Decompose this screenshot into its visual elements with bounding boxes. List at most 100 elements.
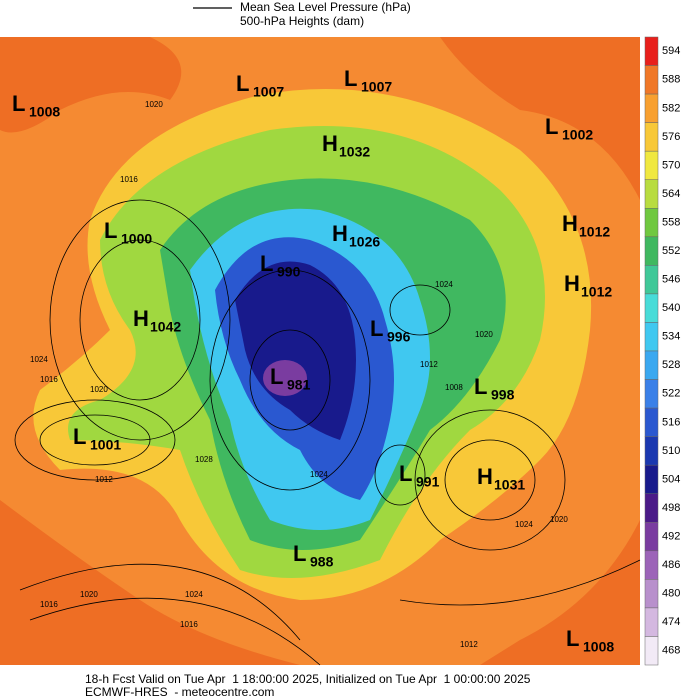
colorbar-box [644,322,659,352]
colorbar-box [644,407,659,437]
colorbar-box [644,93,659,123]
colorbar-box [644,122,659,152]
colorbar-box [644,436,659,466]
colorbar-label: 570 [662,159,680,171]
isobar-label: 1016 [40,600,58,609]
center-pressure: 1042 [150,319,181,335]
colorbar-label: 558 [662,216,680,228]
center-pressure: 991 [416,474,440,490]
isobar-label: 1020 [90,385,108,394]
isobar-label: 1016 [180,620,198,629]
colorbar-label: 486 [662,559,680,571]
colorbar-box [644,550,659,580]
center-pressure: 1026 [349,234,380,250]
colorbar-label: 528 [662,359,680,371]
center-pressure: 1007 [253,84,284,100]
isobar-label: 1020 [475,330,493,339]
center-pressure: 981 [287,377,311,393]
colorbar-box [644,150,659,180]
colorbar-label: 534 [662,331,680,343]
center-type: L [293,541,306,566]
colorbar-box [644,522,659,552]
colorbar-box [644,607,659,637]
center-type: L [260,251,273,276]
center-pressure: 996 [387,329,411,345]
purple-core [263,360,307,396]
isobar-label: 1016 [40,375,58,384]
footer-line: 18-h Fcst Valid on Tue Apr 1 18:00:00 20… [85,672,531,686]
colorbar-box [644,293,659,323]
colorbar-label: 588 [662,74,680,86]
isobar-label: 1024 [435,280,453,289]
isobar-label: 1024 [515,520,533,529]
colorbar-label: 474 [662,616,680,628]
center-type: H [332,221,348,246]
center-type: L [370,316,383,341]
center-pressure: 998 [491,387,515,403]
center-pressure: 1008 [583,639,614,655]
colorbar-box [644,208,659,238]
colorbar-label: 480 [662,588,680,600]
colorbar-label: 576 [662,131,680,143]
colorbar-box [644,236,659,266]
isobar-label: 1012 [420,360,438,369]
colorbar-box [644,579,659,609]
colorbar-box [644,179,659,209]
center-pressure: 988 [310,554,334,570]
colorbar-label: 492 [662,530,680,542]
center-pressure: 1012 [581,284,612,300]
center-pressure: 1000 [121,231,152,247]
colorbar-label: 504 [662,473,680,485]
center-type: H [133,306,149,331]
isobar-label: 1016 [120,175,138,184]
isobar-label: 1008 [445,383,463,392]
header-title: Mean Sea Level Pressure (hPa) [240,0,411,14]
center-type: H [562,211,578,236]
colorbar-label: 498 [662,502,680,514]
colorbar-label: 540 [662,302,680,314]
colorbar-label: 564 [662,188,680,200]
colorbar-label: 546 [662,274,680,286]
center-type: L [545,114,558,139]
center-pressure: 1031 [494,477,525,493]
isobar-label: 1024 [310,470,328,479]
colorbar-box [644,36,659,66]
center-type: L [399,461,412,486]
center-pressure: 1012 [579,224,610,240]
colorbar-box [644,379,659,409]
colorbar-box [644,464,659,494]
isobar-label: 1012 [95,475,113,484]
isobar-label: 1024 [30,355,48,364]
colorbar-label: 510 [662,445,680,457]
center-type: L [12,91,25,116]
map [0,37,641,666]
center-type: L [344,66,357,91]
center-type: H [322,131,338,156]
center-type: H [477,464,493,489]
center-type: L [236,71,249,96]
center-pressure: 990 [277,264,301,280]
center-type: L [104,218,117,243]
colorbar-label: 582 [662,102,680,114]
center-pressure: 1007 [361,79,392,95]
center-pressure: 1002 [562,127,593,143]
colorbar-label: 522 [662,388,680,400]
colorbar-box [644,65,659,95]
isobar-label: 1012 [460,640,478,649]
center-pressure: 1032 [339,144,370,160]
isobar-label: 1024 [185,590,203,599]
center-type: H [564,271,580,296]
colorbar-box [644,265,659,295]
center-pressure: 1008 [29,104,60,120]
isobar-label: 1020 [145,100,163,109]
colorbar-label: 468 [662,645,680,657]
colorbar-box [644,636,659,666]
isobar-label: 1020 [550,515,568,524]
center-pressure: 1001 [90,437,121,453]
center-type: L [270,364,283,389]
deep-orange [0,37,640,665]
isobar-label: 1028 [195,455,213,464]
colorbar-label: 552 [662,245,680,257]
colorbar-label: 516 [662,416,680,428]
center-type: L [474,374,487,399]
